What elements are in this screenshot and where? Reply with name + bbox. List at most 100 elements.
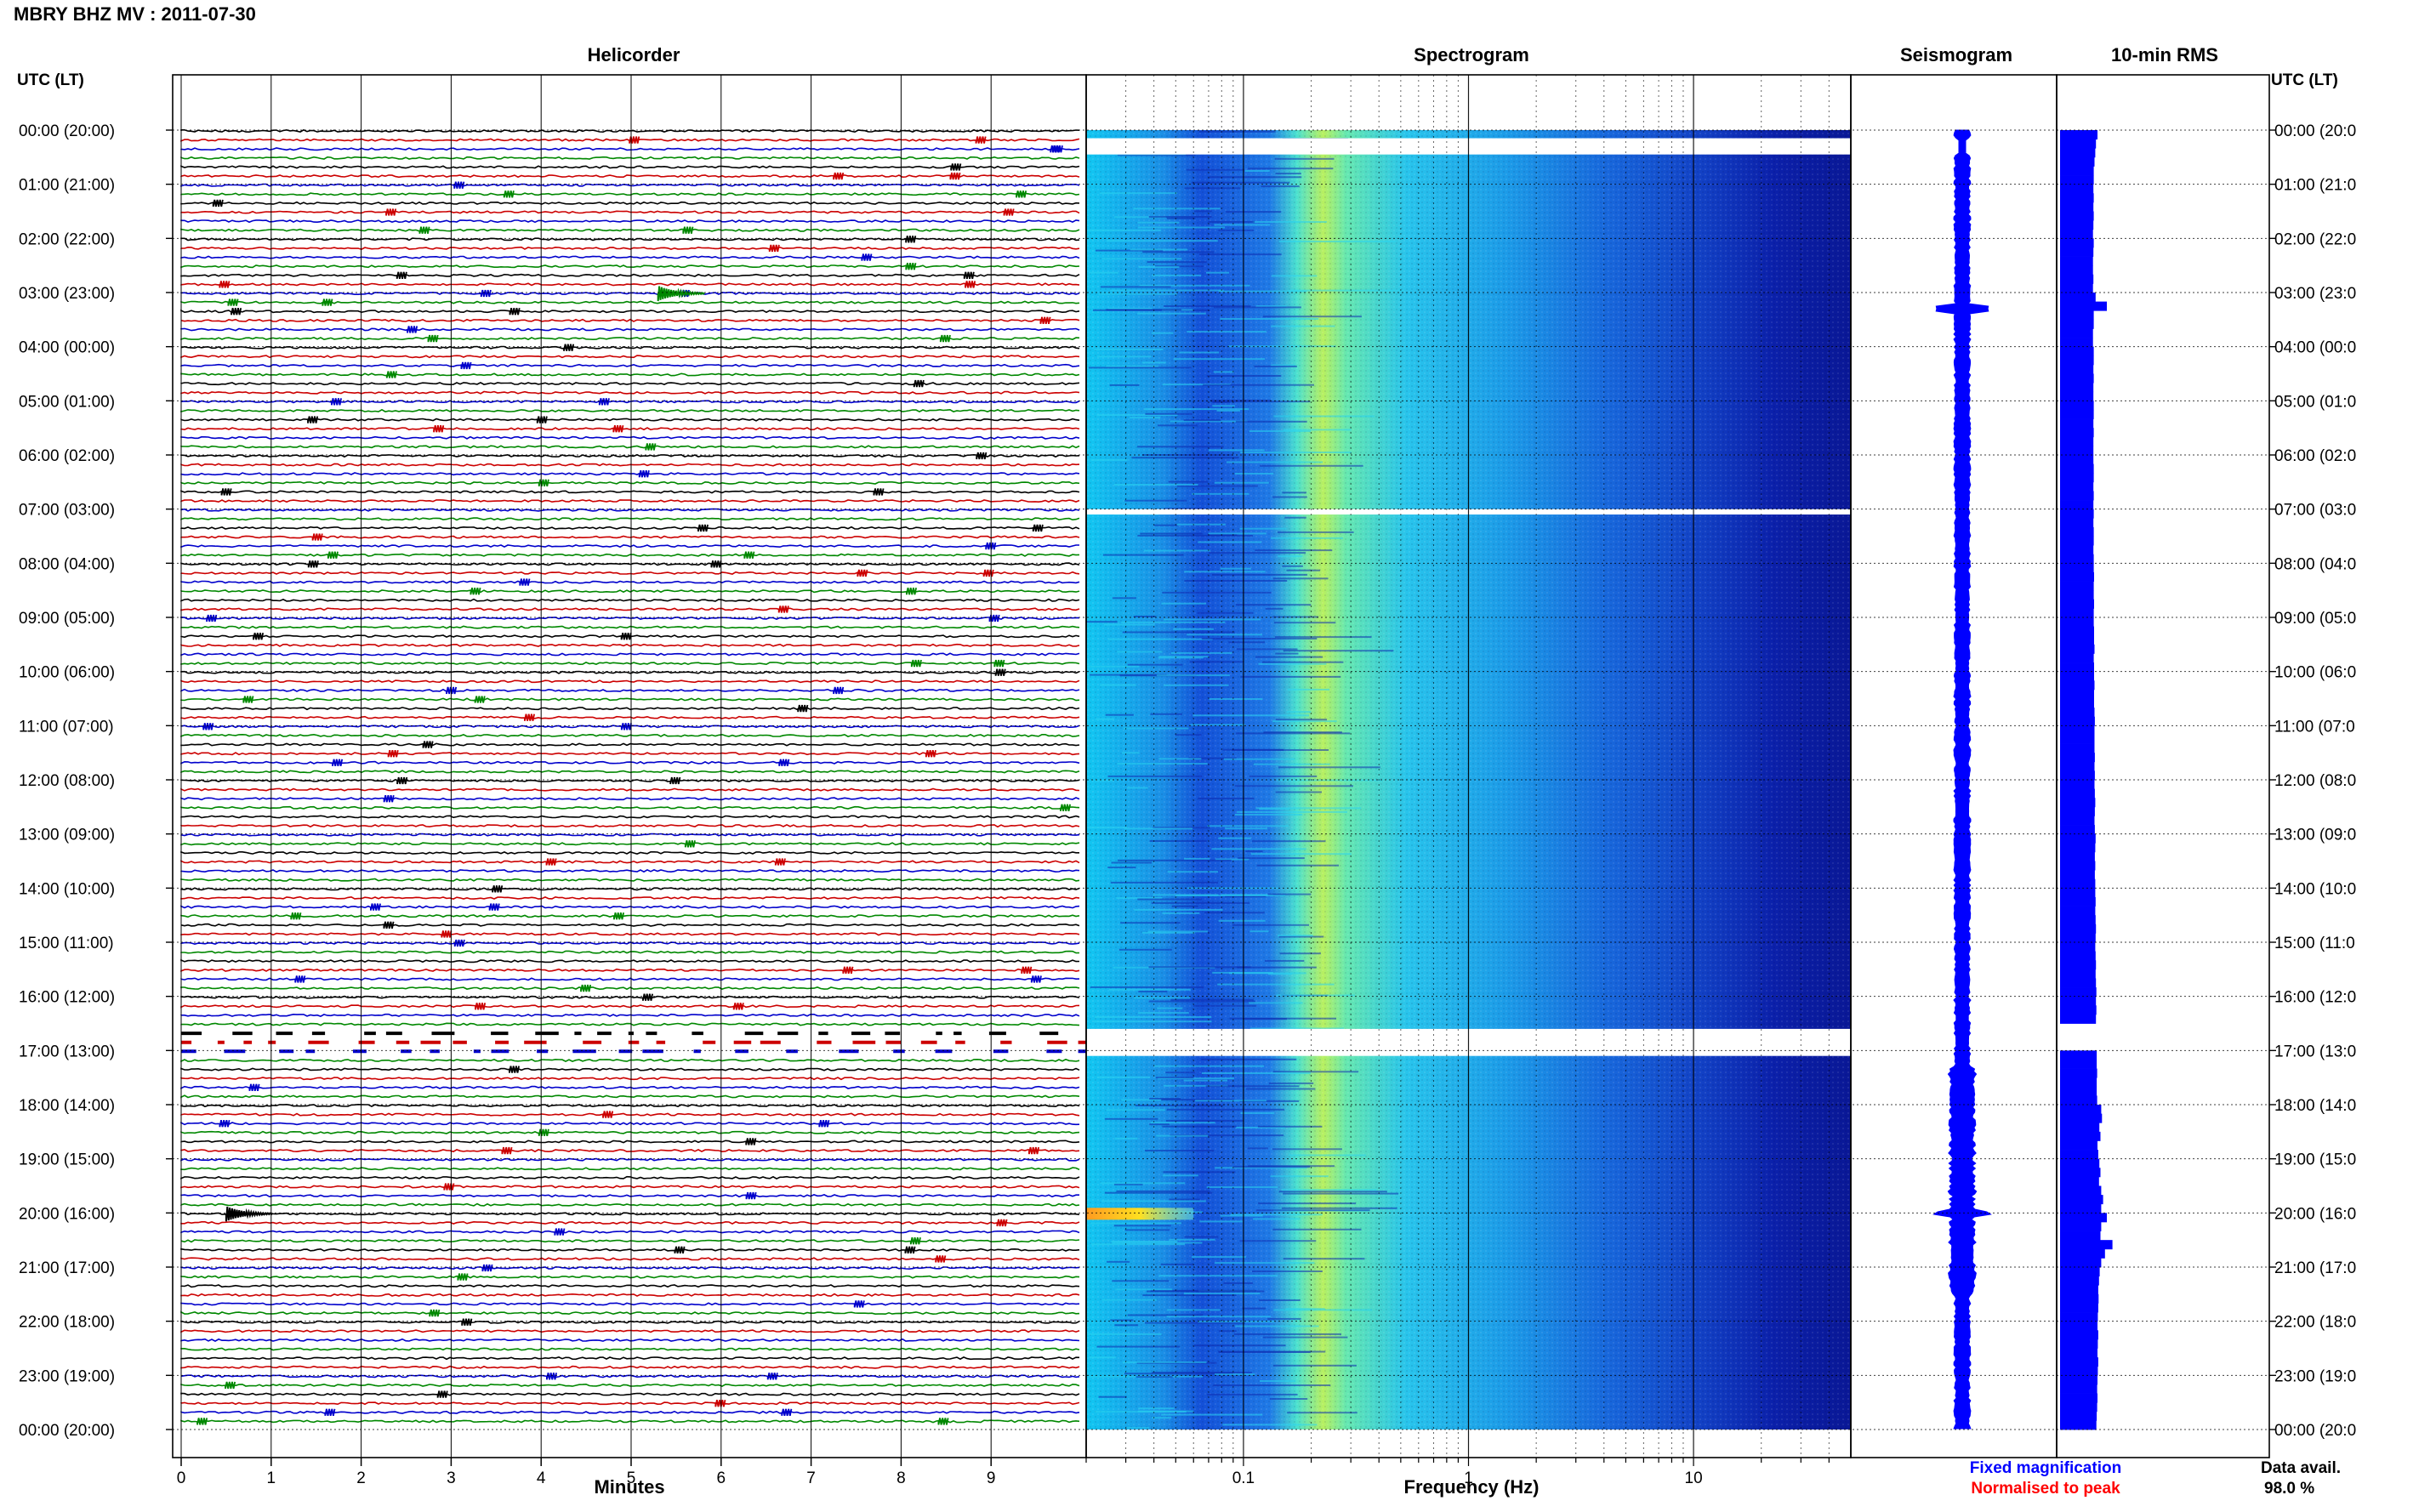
rms-bar — [2060, 328, 2093, 338]
spectrogram-streak — [1233, 1333, 1342, 1335]
spectrogram-streak — [1152, 1417, 1172, 1419]
helicorder-burst — [993, 659, 1005, 668]
helicorder-burst — [538, 479, 549, 486]
rms-bar — [2060, 1195, 2103, 1205]
helicorder-trace — [180, 1212, 1080, 1216]
spectrogram-streak — [1163, 1174, 1198, 1177]
helicorder-burst — [732, 1003, 744, 1010]
spectrogram-streak — [1100, 286, 1171, 288]
spectrogram-streak — [1097, 355, 1152, 358]
spectrogram-streak — [1239, 1240, 1317, 1242]
spectrogram-streak — [1150, 713, 1182, 715]
helicorder-burst — [407, 326, 418, 333]
spectrogram-streak — [1238, 857, 1305, 860]
rms-bar — [2060, 987, 2097, 998]
spectrogram-streak — [1271, 325, 1335, 327]
spectrogram-streak — [1262, 315, 1362, 318]
rms-bar — [2060, 518, 2094, 528]
spectrogram-streak — [1243, 1018, 1287, 1020]
left-time-tick-label: 08:00 (04:00) — [19, 555, 115, 573]
helicorder-trace — [180, 1239, 1080, 1243]
spectrogram-streak — [1133, 616, 1156, 617]
left-time-tick-label: 07:00 (03:00) — [19, 502, 115, 520]
rms-bar — [2060, 1276, 2099, 1286]
helicorder-trace — [180, 878, 1080, 882]
helicorder-burst — [714, 1400, 726, 1407]
rms-bar — [2060, 1095, 2097, 1106]
helicorder-trace — [180, 616, 1080, 621]
helicorder-trace — [180, 553, 1080, 557]
helicorder-burst — [290, 912, 302, 920]
helicorder-trace — [180, 1338, 1080, 1343]
spectrogram-streak — [1094, 349, 1164, 350]
spectrogram-streak — [1106, 1109, 1165, 1111]
spectrogram-streak — [1117, 859, 1232, 861]
spectrogram-streak — [1115, 1288, 1173, 1291]
spectrogram-streak — [1107, 638, 1213, 640]
helicorder-trace — [180, 1157, 1080, 1162]
helicorder-trace — [180, 309, 1080, 314]
spectrogram-streak — [1251, 1270, 1323, 1272]
spectrogram-streak — [1225, 827, 1267, 830]
helicorder-trace — [180, 824, 1080, 828]
spectrogram-streak — [1206, 1186, 1278, 1188]
helicorder-burst — [674, 1246, 686, 1253]
helicorder-burst — [975, 136, 987, 144]
legend-fixed-magnification: Fixed magnification — [1970, 1459, 2121, 1477]
spectrogram-x-tick-label: 0.1 — [1232, 1469, 1255, 1487]
helicorder-trace — [180, 697, 1080, 702]
helicorder-burst — [383, 921, 395, 929]
spectrogram-streak — [1272, 496, 1307, 498]
helicorder-trace — [180, 742, 1080, 747]
helicorder-burst — [253, 633, 265, 640]
helicorder-burst — [519, 578, 531, 586]
spectrogram-streak — [1267, 973, 1293, 975]
helicorder-trace — [180, 1085, 1080, 1089]
helicorder-trace — [180, 914, 1080, 918]
rms-bar — [2060, 156, 2095, 167]
helicorder-trace — [180, 363, 1080, 367]
spectrogram-streak — [1283, 1192, 1399, 1195]
spectrogram-streak — [1107, 307, 1153, 310]
helicorder-trace — [180, 1194, 1079, 1198]
helicorder-trace — [180, 1149, 1080, 1153]
spectrogram-streak — [1123, 727, 1189, 730]
helicorder-trace — [180, 1374, 1080, 1378]
rms-bar — [2060, 293, 2096, 303]
helicorder-burst — [453, 939, 465, 947]
helicorder-burst — [331, 398, 342, 406]
spectrogram-streak — [1160, 1263, 1194, 1265]
spectrogram-streak — [1216, 409, 1240, 412]
helicorder-burst — [613, 912, 624, 920]
spectrogram-streak — [1095, 779, 1114, 782]
helicorder-trace — [180, 1293, 1080, 1297]
rms-bar — [2060, 1303, 2098, 1313]
helicorder-trace — [180, 895, 1080, 900]
spectrogram-streak — [1270, 1175, 1329, 1178]
rms-bar — [2060, 1086, 2097, 1096]
spectrogram-streak — [1116, 1190, 1210, 1192]
spectrogram-streak — [1162, 591, 1272, 594]
helicorder-trace — [180, 1013, 1080, 1017]
spectrogram-streak — [1145, 1150, 1215, 1151]
spectrogram-streak — [1100, 684, 1136, 686]
helicorder-event — [225, 1206, 274, 1222]
helicorder-trace — [180, 535, 1080, 539]
spectrogram-streak — [1203, 384, 1314, 386]
spectrogram-streak — [1192, 714, 1309, 717]
spectrogram-streak — [1217, 1350, 1326, 1353]
spectrogram-streak — [1236, 648, 1298, 651]
spectrogram-streak — [1278, 241, 1396, 242]
helicorder-trace — [180, 237, 1080, 242]
spectrogram-streak — [1148, 966, 1251, 969]
spectrogram-streak — [1220, 318, 1319, 320]
spectrogram-streak — [1194, 1100, 1266, 1102]
spectrogram-streak — [1218, 919, 1266, 922]
left-time-tick-label: 20:00 (16:00) — [19, 1205, 115, 1223]
spectrogram-streak — [1133, 207, 1221, 210]
helicorder-burst — [501, 1146, 513, 1155]
spectrogram-streak — [1144, 408, 1249, 411]
spectrogram-streak — [1230, 1214, 1323, 1216]
helicorder-trace — [180, 797, 1080, 801]
spectrogram-streak — [1244, 170, 1270, 172]
